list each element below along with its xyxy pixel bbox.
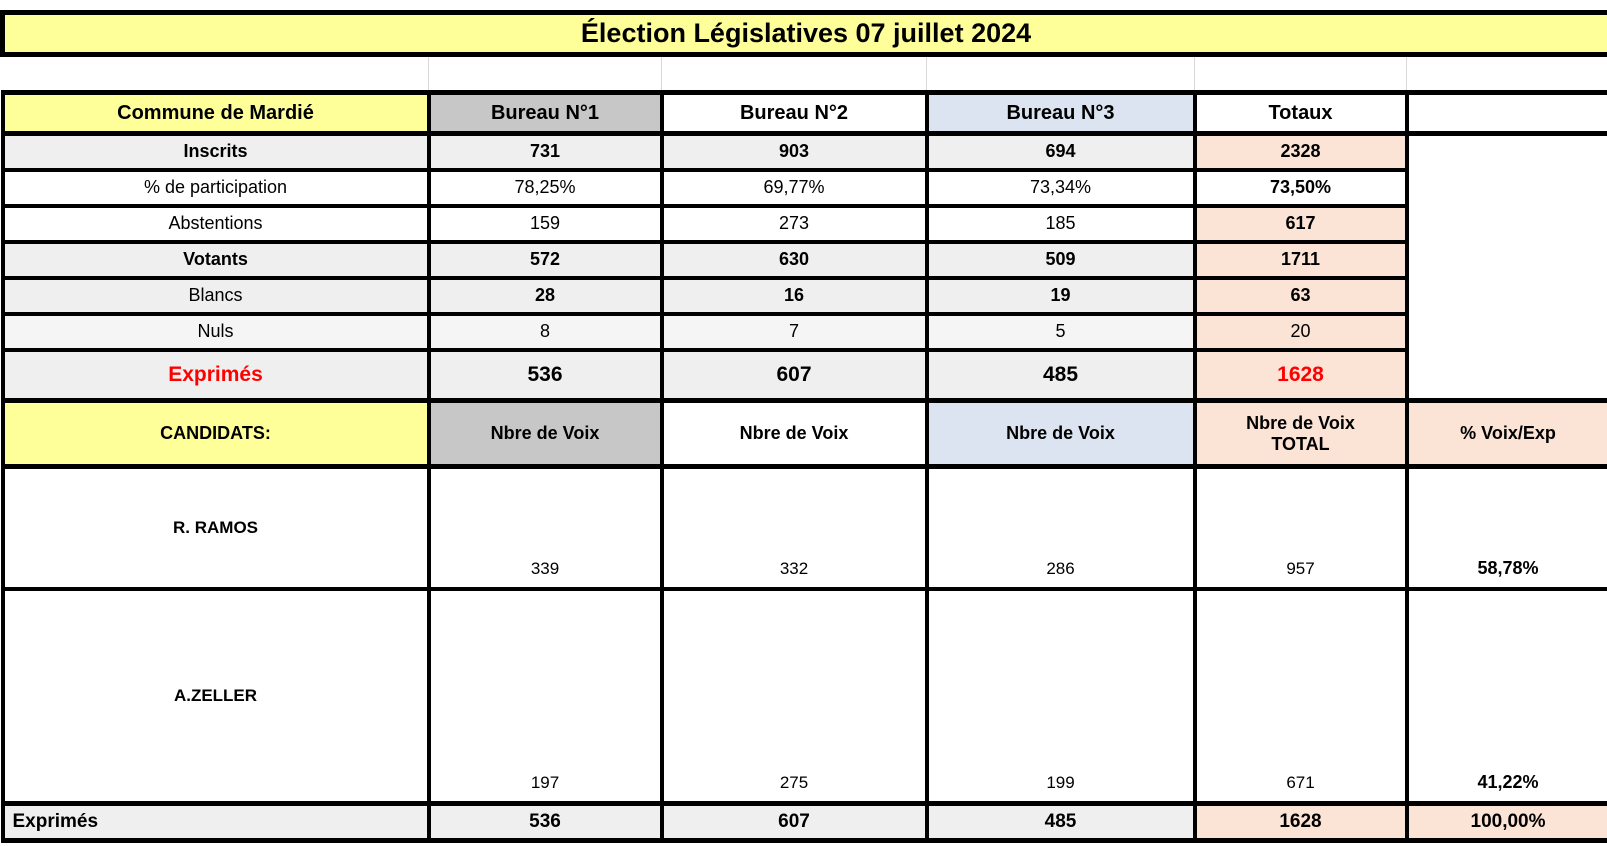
- row-blancs-bureau2: 16: [662, 278, 927, 314]
- footer-exprimes-pct: 100,00%: [1407, 804, 1607, 841]
- footer-exprimes-total: 1628: [1195, 804, 1407, 841]
- election-results-table: Élection Législatives 07 juillet 2024 Co…: [0, 10, 1607, 843]
- row-blancs-total: 63: [1195, 278, 1407, 314]
- row-nuls-bureau3: 5: [927, 314, 1195, 350]
- spacer-cell: [662, 55, 927, 93]
- row-blancs-bureau3: 19: [927, 278, 1195, 314]
- candidate-zeller-total: 671: [1195, 589, 1407, 804]
- row-participation-total: 73,50%: [1195, 170, 1407, 206]
- candidate-ramos-bureau1: 339: [429, 467, 662, 589]
- header-bureau2: Bureau N°2: [662, 93, 927, 134]
- row-nuls-total: 20: [1195, 314, 1407, 350]
- row-abstentions-bureau1: 159: [429, 206, 662, 242]
- candidate-ramos-bureau2: 332: [662, 467, 927, 589]
- row-nuls-bureau1: 8: [429, 314, 662, 350]
- candidate-zeller-bureau1: 197: [429, 589, 662, 804]
- row-exprimes-bureau2: 607: [662, 350, 927, 401]
- row-votants-total: 1711: [1195, 242, 1407, 278]
- row-nuls-bureau2: 7: [662, 314, 927, 350]
- candidats-header-bureau2: Nbre de Voix: [662, 401, 927, 467]
- row-blancs-label: Blancs: [3, 278, 429, 314]
- spacer-cell: [1407, 55, 1607, 93]
- candidats-header-bureau3: Nbre de Voix: [927, 401, 1195, 467]
- row-abstentions-bureau3: 185: [927, 206, 1195, 242]
- row-exprimes-total: 1628: [1195, 350, 1407, 401]
- candidats-header-total: Nbre de Voix TOTAL: [1195, 401, 1407, 467]
- row-participation-label: % de participation: [3, 170, 429, 206]
- row-inscrits-bureau2: 903: [662, 134, 927, 170]
- row-inscrits-bureau1: 731: [429, 134, 662, 170]
- row-abstentions-label: Abstentions: [3, 206, 429, 242]
- candidate-ramos-total: 957: [1195, 467, 1407, 589]
- row-exprimes-bureau3: 485: [927, 350, 1195, 401]
- row-exprimes-label: Exprimés: [3, 350, 429, 401]
- row-inscrits-total: 2328: [1195, 134, 1407, 170]
- candidate-ramos-name: R. RAMOS: [3, 467, 429, 589]
- page-title: Élection Législatives 07 juillet 2024: [3, 13, 1607, 55]
- candidats-header-bureau1: Nbre de Voix: [429, 401, 662, 467]
- row-inscrits-label: Inscrits: [3, 134, 429, 170]
- candidate-zeller-bureau2: 275: [662, 589, 927, 804]
- header-empty-cell: [1407, 93, 1607, 134]
- row-blancs-bureau1: 28: [429, 278, 662, 314]
- row-participation-bureau2: 69,77%: [662, 170, 927, 206]
- row-exprimes-bureau1: 536: [429, 350, 662, 401]
- header-commune: Commune de Mardié: [3, 93, 429, 134]
- spacer-cell: [3, 55, 429, 93]
- row-votants-bureau3: 509: [927, 242, 1195, 278]
- footer-exprimes-bureau1: 536: [429, 804, 662, 841]
- footer-exprimes-bureau2: 607: [662, 804, 927, 841]
- row-nuls-label: Nuls: [3, 314, 429, 350]
- footer-exprimes-label: Exprimés: [3, 804, 429, 841]
- candidats-header-total-line1: Nbre de Voix: [1246, 413, 1355, 433]
- row-inscrits-bureau3: 694: [927, 134, 1195, 170]
- candidate-zeller-name: A.ZELLER: [3, 589, 429, 804]
- spacer-cell: [927, 55, 1195, 93]
- row-votants-bureau1: 572: [429, 242, 662, 278]
- candidats-header-label: CANDIDATS:: [3, 401, 429, 467]
- candidats-header-pct: % Voix/Exp: [1407, 401, 1607, 467]
- header-totaux: Totaux: [1195, 93, 1407, 134]
- row-votants-label: Votants: [3, 242, 429, 278]
- candidate-ramos-bureau3: 286: [927, 467, 1195, 589]
- footer-exprimes-bureau3: 485: [927, 804, 1195, 841]
- header-bureau1: Bureau N°1: [429, 93, 662, 134]
- row-abstentions-bureau2: 273: [662, 206, 927, 242]
- row-votants-bureau2: 630: [662, 242, 927, 278]
- header-bureau3: Bureau N°3: [927, 93, 1195, 134]
- empty-merged-cell: [1407, 134, 1607, 401]
- candidats-header-total-line2: TOTAL: [1271, 434, 1329, 454]
- spacer-cell: [1195, 55, 1407, 93]
- candidate-zeller-bureau3: 199: [927, 589, 1195, 804]
- row-abstentions-total: 617: [1195, 206, 1407, 242]
- row-participation-bureau3: 73,34%: [927, 170, 1195, 206]
- candidate-ramos-pct: 58,78%: [1407, 467, 1607, 589]
- spacer-cell: [429, 55, 662, 93]
- candidate-zeller-pct: 41,22%: [1407, 589, 1607, 804]
- row-participation-bureau1: 78,25%: [429, 170, 662, 206]
